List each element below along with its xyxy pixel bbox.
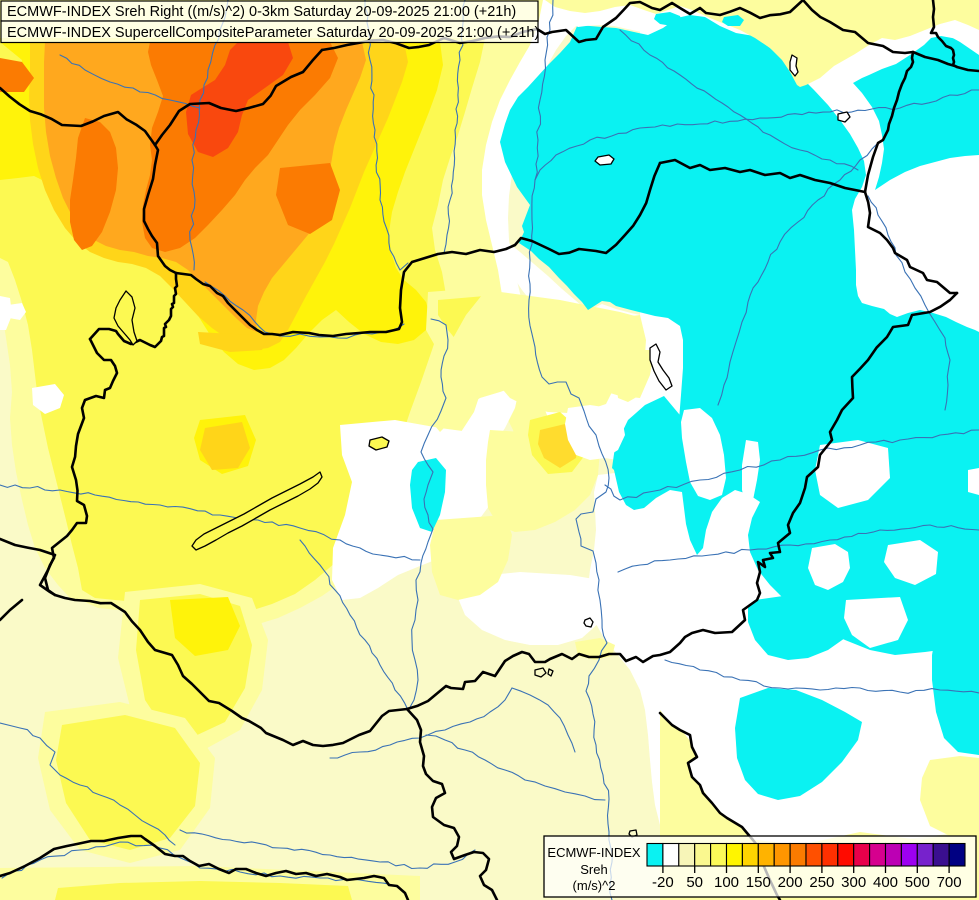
svg-text:150: 150 xyxy=(746,874,771,891)
svg-text:400: 400 xyxy=(873,874,898,891)
svg-text:ECMWF-INDEX SupercellComposite: ECMWF-INDEX SupercellCompositeParameter … xyxy=(7,25,539,41)
svg-text:50: 50 xyxy=(686,874,703,891)
svg-text:100: 100 xyxy=(714,874,739,891)
svg-text:250: 250 xyxy=(809,874,834,891)
svg-text:Sreh: Sreh xyxy=(580,862,607,877)
svg-text:700: 700 xyxy=(937,874,962,891)
svg-text:200: 200 xyxy=(778,874,803,891)
svg-text:500: 500 xyxy=(905,874,930,891)
svg-text:-20: -20 xyxy=(652,874,674,891)
svg-text:(m/s)^2: (m/s)^2 xyxy=(573,878,616,893)
svg-text:ECMWF-INDEX: ECMWF-INDEX xyxy=(547,845,640,860)
svg-text:300: 300 xyxy=(841,874,866,891)
svg-text:ECMWF-INDEX Sreh Right ((m/s)^: ECMWF-INDEX Sreh Right ((m/s)^2) 0-3km S… xyxy=(7,4,516,20)
